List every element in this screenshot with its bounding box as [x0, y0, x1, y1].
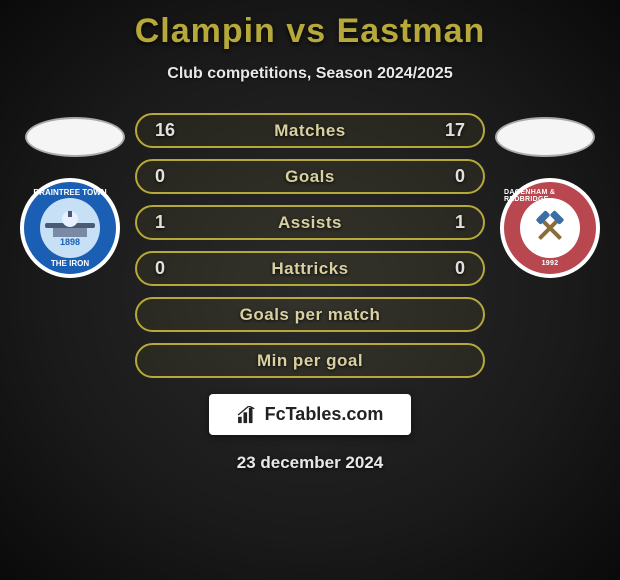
brand-text: FcTables.com — [265, 404, 384, 425]
stat-value-right: 0 — [435, 258, 465, 279]
stat-row-min-per-goal: Min per goal — [135, 343, 485, 378]
stat-row-hattricks: 0 Hattricks 0 — [135, 251, 485, 286]
stat-value-right: 1 — [435, 212, 465, 233]
stat-row-assists: 1 Assists 1 — [135, 205, 485, 240]
chart-icon — [237, 406, 259, 424]
date-text: 23 december 2024 — [237, 453, 384, 473]
player1-nationality-flag — [25, 117, 125, 157]
page-title: Clampin vs Eastman — [135, 12, 486, 51]
stat-value-right: 0 — [435, 166, 465, 187]
stat-row-goals: 0 Goals 0 — [135, 159, 485, 194]
stats-area: 16 Matches 17 0 Goals 0 1 Assists 1 0 Ha… — [0, 113, 620, 378]
stat-label: Hattricks — [271, 259, 348, 279]
player2-name: Eastman — [337, 12, 486, 50]
stat-label: Goals — [285, 167, 335, 187]
stat-rows: 16 Matches 17 0 Goals 0 1 Assists 1 0 Ha… — [135, 113, 485, 378]
stat-row-goals-per-match: Goals per match — [135, 297, 485, 332]
branding-badge[interactable]: FcTables.com — [209, 394, 412, 435]
vs-label: vs — [286, 12, 326, 50]
stat-label: Assists — [278, 213, 342, 233]
stat-row-matches: 16 Matches 17 — [135, 113, 485, 148]
stat-value-left: 16 — [155, 120, 185, 141]
stat-label: Goals per match — [240, 305, 381, 325]
stat-value-left: 0 — [155, 258, 185, 279]
stat-label: Matches — [274, 121, 346, 141]
stat-value-left: 1 — [155, 212, 185, 233]
stat-label: Min per goal — [257, 351, 363, 371]
stat-value-right: 17 — [435, 120, 465, 141]
player2-nationality-flag — [495, 117, 595, 157]
subtitle: Club competitions, Season 2024/2025 — [167, 65, 452, 83]
comparison-card: Clampin vs Eastman Club competitions, Se… — [0, 0, 620, 483]
stat-value-left: 0 — [155, 166, 185, 187]
player1-name: Clampin — [135, 12, 276, 50]
